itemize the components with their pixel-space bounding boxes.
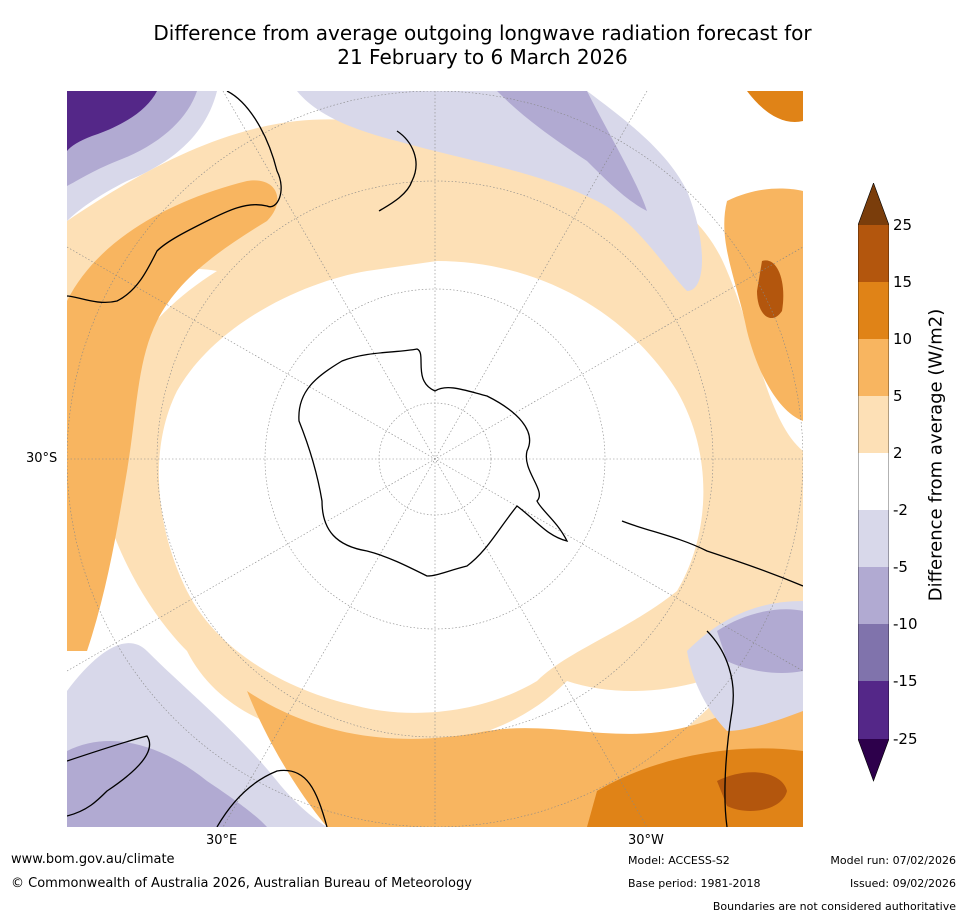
field-5-10-west bbox=[67, 180, 278, 652]
colorbar-tick: 15 bbox=[893, 273, 913, 291]
chart-title: Difference from average outgoing longwav… bbox=[0, 21, 965, 69]
website-link[interactable]: www.bom.gov.au/climate bbox=[11, 852, 175, 867]
polar-map bbox=[67, 91, 803, 827]
base-period: Base period: 1981-2018 bbox=[628, 877, 761, 890]
boundaries-disclaimer: Boundaries are not considered authoritat… bbox=[712, 900, 956, 913]
colorbar-tick: -15 bbox=[893, 672, 918, 690]
colorbar-bin-m2-2 bbox=[858, 453, 889, 510]
colorbar-tick: -25 bbox=[893, 730, 918, 748]
field-m10-m5-sw bbox=[67, 741, 267, 827]
colorbar-tick: -2 bbox=[893, 501, 908, 519]
coastlines bbox=[67, 91, 803, 827]
colorbar-tick: 25 bbox=[893, 216, 913, 234]
anomaly-fields bbox=[67, 91, 803, 827]
field-15-25-east bbox=[757, 260, 784, 319]
colorbar-tick: 5 bbox=[893, 387, 903, 405]
africa-coast bbox=[67, 735, 328, 827]
field-10-15-east bbox=[747, 91, 803, 122]
colorbar-under-triangle bbox=[858, 739, 889, 781]
colorbar-bin-m25-m15 bbox=[858, 681, 889, 739]
colorbar-tick: -10 bbox=[893, 615, 918, 633]
graticule bbox=[67, 91, 803, 827]
lat-label-30s: 30°S bbox=[26, 451, 58, 466]
colorbar-bin-2-5 bbox=[858, 396, 889, 453]
field-neutral-interior bbox=[158, 261, 704, 713]
colorbar-tick: 10 bbox=[893, 330, 913, 348]
colorbar-bin-m5-m2 bbox=[858, 510, 889, 567]
colorbar-bin-15-25 bbox=[858, 225, 889, 282]
copyright-text: © Commonwealth of Australia 2026, Austra… bbox=[11, 876, 472, 891]
map-canvas bbox=[67, 91, 803, 827]
model-run-date: Model run: 07/02/2026 bbox=[830, 854, 956, 867]
lon-label-30w: 30°W bbox=[628, 833, 664, 848]
colorbar-bin-m15-m10 bbox=[858, 624, 889, 681]
issued-date: Issued: 09/02/2026 bbox=[849, 877, 956, 890]
field-m10-m5-se bbox=[717, 609, 803, 673]
colorbar-bin-m10-m5 bbox=[858, 567, 889, 624]
colorbar-tick: 2 bbox=[893, 444, 903, 462]
title-line-2: 21 February to 6 March 2026 bbox=[337, 45, 628, 69]
new-zealand bbox=[378, 130, 417, 212]
south-america-coast bbox=[621, 520, 803, 827]
lon-label-30e: 30°E bbox=[206, 833, 238, 848]
antarctica-coast bbox=[298, 348, 569, 577]
title-line-1: Difference from average outgoing longwav… bbox=[153, 21, 812, 45]
field-m10-m5-north bbox=[497, 91, 647, 211]
colorbar bbox=[857, 182, 890, 783]
colorbar-over-triangle bbox=[858, 183, 889, 225]
colorbar-bin-10-15 bbox=[858, 282, 889, 339]
field-15-25-se bbox=[717, 772, 787, 811]
colorbar-graphic bbox=[857, 182, 890, 782]
field-m25-m15-nw bbox=[67, 91, 157, 151]
colorbar-tick: -5 bbox=[893, 558, 908, 576]
colorbar-label: Difference from average (W/m2) bbox=[925, 308, 947, 602]
australia-coast bbox=[67, 91, 282, 303]
colorbar-bin-5-10 bbox=[858, 339, 889, 396]
model-name: Model: ACCESS-S2 bbox=[628, 854, 730, 867]
